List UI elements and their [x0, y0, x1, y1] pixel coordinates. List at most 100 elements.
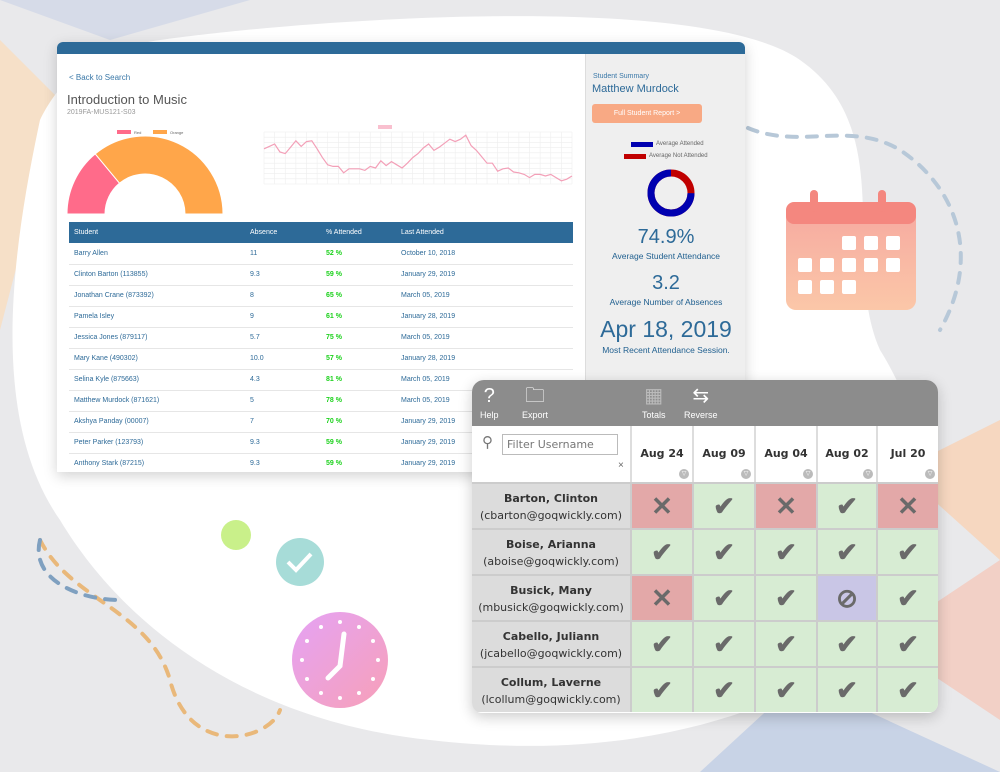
dropdown-icon[interactable]: ▽	[803, 469, 813, 479]
table-row[interactable]: Mary Kane (490302) 10.0 57 % January 28, 20…	[69, 348, 573, 370]
folder-icon: 🗀	[525, 385, 545, 407]
attendance-cell-excused[interactable]: ⊘	[816, 576, 876, 620]
cell-absence: 9.3	[245, 432, 321, 454]
attendance-cell-absent[interactable]: ✕	[754, 484, 816, 528]
date-column-header[interactable]: Aug 04 ▽	[754, 426, 816, 482]
attendance-cell-absent[interactable]: ✕	[630, 484, 692, 528]
col-header-last-attended[interactable]: Last Attended	[396, 222, 573, 243]
check-icon: ✔	[713, 583, 735, 613]
check-icon: ✔	[713, 491, 735, 521]
gauge-slice-orange	[94, 135, 224, 215]
attendance-cell-present[interactable]: ✔	[816, 668, 876, 712]
cell-last-attended: October 10, 2018	[396, 243, 573, 265]
back-to-search-link[interactable]: < Back to Search	[69, 73, 131, 82]
attendance-cell-present[interactable]: ✔	[754, 530, 816, 574]
col-header-absence[interactable]: Absence	[245, 222, 321, 243]
cell-student: Matthew Murdock (871621)	[69, 390, 245, 412]
attendance-cell-present[interactable]: ✔	[876, 576, 938, 620]
date-column-header[interactable]: Aug 24 ▽	[630, 426, 692, 482]
student-email: (aboise@goqwickly.com)	[483, 555, 619, 568]
cell-attended: 75 %	[321, 327, 396, 349]
table-row[interactable]: Jonathan Crane (873392) 8 65 % March 05, 20…	[69, 285, 573, 307]
dropdown-icon[interactable]: ▽	[925, 469, 935, 479]
help-button[interactable]: ? Help	[480, 384, 499, 420]
table-row[interactable]: Selina Kyle (875663) 4.3 81 % March 05, 201…	[69, 369, 573, 391]
swap-arrows-icon: ⇆	[692, 385, 710, 407]
attendance-cell-present[interactable]: ✔	[692, 530, 754, 574]
check-icon: ✔	[897, 675, 919, 705]
search-icon: ⚲	[482, 434, 493, 451]
student-cell: Cabello, Juliann (jcabello@goqwickly.com)	[472, 622, 630, 666]
col-header-attended[interactable]: % Attended	[321, 222, 396, 243]
attendance-cell-present[interactable]: ✔	[692, 576, 754, 620]
date-column-header[interactable]: Jul 20 ▽	[876, 426, 938, 482]
full-student-report-button[interactable]: Full Student Report >	[592, 104, 702, 123]
export-label: Export	[522, 410, 549, 420]
question-icon: ?	[483, 385, 495, 407]
cell-attended: 78 %	[321, 390, 396, 412]
attendance-cell-present[interactable]: ✔	[692, 668, 754, 712]
date-label: Jul 20	[890, 447, 926, 460]
avg-attendance-label: Average Student Attendance	[611, 251, 721, 261]
attendance-cell-present[interactable]: ✔	[630, 668, 692, 712]
attendance-cell-present[interactable]: ✔	[876, 622, 938, 666]
reverse-button[interactable]: ⇆ Reverse	[684, 384, 718, 420]
green-dot	[221, 520, 251, 550]
cell-attended: 81 %	[321, 369, 396, 391]
table-row[interactable]: Clinton Barton (113855) 9.3 59 % January 29…	[69, 264, 573, 286]
table-row[interactable]: Pamela Isley 9 61 % January 28, 2019	[69, 306, 573, 328]
recent-session-label: Most Recent Attendance Session.	[602, 345, 730, 355]
cell-student: Selina Kyle (875663)	[69, 369, 245, 391]
cell-student: Peter Parker (123793)	[69, 432, 245, 454]
date-label: Aug 04	[764, 447, 808, 460]
attendance-cell-absent[interactable]: ✕	[876, 484, 938, 528]
cell-student: Clinton Barton (113855)	[69, 264, 245, 286]
recent-session-value: Apr 18, 2019	[600, 316, 732, 342]
cell-attended: 57 %	[321, 348, 396, 370]
dropdown-icon[interactable]: ▽	[679, 469, 689, 479]
calendar-icon	[786, 190, 916, 310]
dropdown-icon[interactable]: ▽	[741, 469, 751, 479]
date-column-header[interactable]: Aug 02 ▽	[816, 426, 876, 482]
attendance-cell-present[interactable]: ✔	[692, 622, 754, 666]
cell-attended: 70 %	[321, 411, 396, 433]
attendance-cell-present[interactable]: ✔	[816, 484, 876, 528]
table-row[interactable]: Jessica Jones (879117) 5.7 75 % March 05, 2…	[69, 327, 573, 349]
attendance-cell-present[interactable]: ✔	[630, 530, 692, 574]
totals-button[interactable]: ▦ Totals	[642, 384, 666, 420]
check-icon: ✔	[836, 629, 858, 659]
student-row: Busick, Many (mbusick@goqwickly.com) ✕ ✔ ✔ ⊘ ✔	[472, 574, 938, 620]
date-label: Aug 02	[825, 447, 869, 460]
check-icon	[286, 552, 313, 573]
attendance-cell-present[interactable]: ✔	[876, 530, 938, 574]
line-chart	[263, 125, 573, 185]
attendance-cell-present[interactable]: ✔	[876, 668, 938, 712]
summary-label: Student Summary	[593, 73, 650, 80]
filter-username-input[interactable]: Filter Username	[502, 434, 618, 455]
attendance-cell-present[interactable]: ✔	[754, 622, 816, 666]
table-row[interactable]: Barry Allen 11 52 % October 10, 2018	[69, 243, 573, 265]
cell-student: Jessica Jones (879117)	[69, 327, 245, 349]
cell-student: Akshya Panday (00007)	[69, 411, 245, 433]
grid-toolbar: ? Help 🗀 Export ▦ Totals ⇆ Reverse	[472, 380, 938, 426]
check-icon: ✔	[651, 675, 673, 705]
legend-attended: Average Attended	[631, 141, 704, 147]
course-code: 2019FA-MUS121-S03	[67, 109, 136, 116]
attendance-cell-present[interactable]: ✔	[816, 622, 876, 666]
attendance-cell-present[interactable]: ✔	[754, 576, 816, 620]
student-row: Boise, Arianna (aboise@goqwickly.com) ✔ ✔ ✔ ✔…	[472, 528, 938, 574]
clear-filter-button[interactable]: ×	[618, 460, 624, 471]
dropdown-icon[interactable]: ▽	[863, 469, 873, 479]
attendance-cell-present[interactable]: ✔	[816, 530, 876, 574]
attendance-cell-present[interactable]: ✔	[630, 622, 692, 666]
prohibited-icon: ⊘	[836, 583, 858, 613]
export-button[interactable]: 🗀 Export	[522, 384, 548, 420]
student-email: (lcollum@goqwickly.com)	[481, 693, 621, 706]
attendance-cell-present[interactable]: ✔	[754, 668, 816, 712]
date-column-header[interactable]: Aug 09 ▽	[692, 426, 754, 482]
attendance-cell-absent[interactable]: ✕	[630, 576, 692, 620]
col-header-student[interactable]: Student	[69, 222, 245, 243]
cell-student: Barry Allen	[69, 243, 245, 265]
legend-label-red: Red	[134, 130, 141, 135]
attendance-cell-present[interactable]: ✔	[692, 484, 754, 528]
